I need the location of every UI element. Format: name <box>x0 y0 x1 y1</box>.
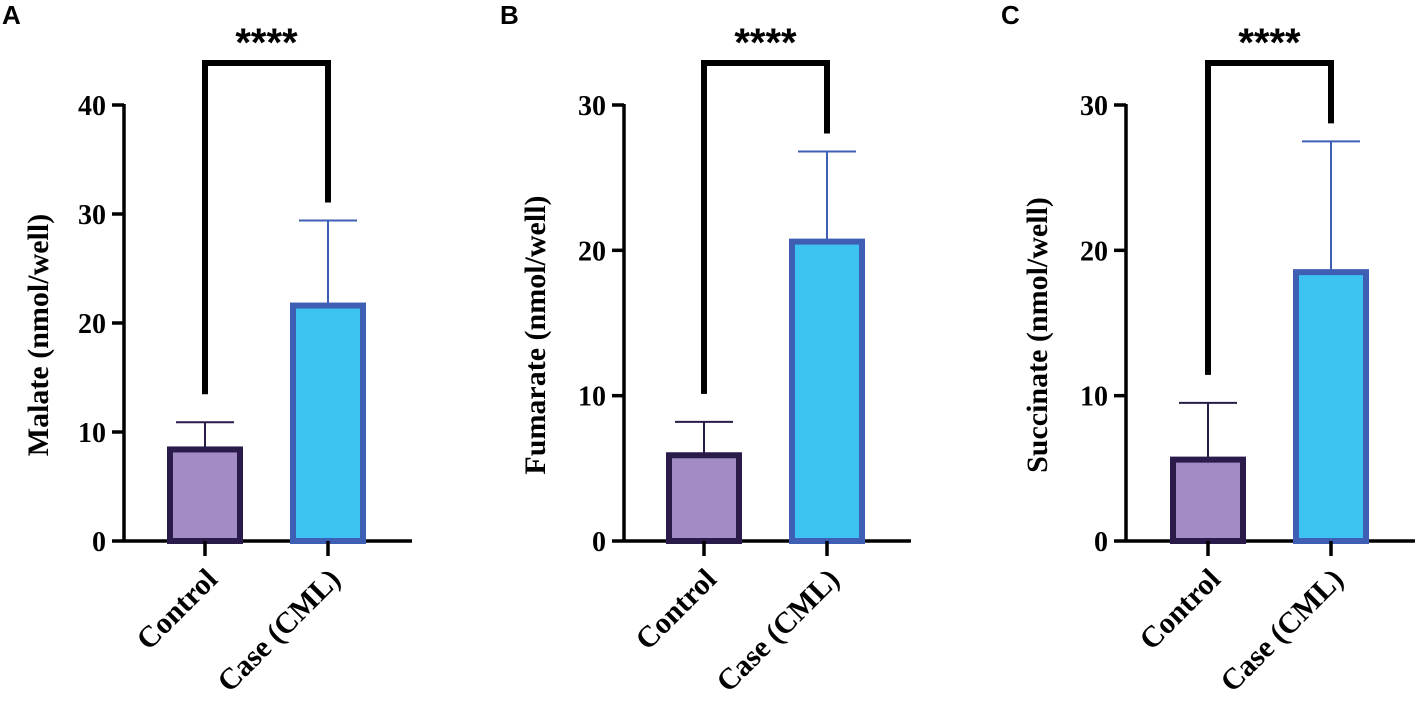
panel-letter: A <box>2 0 21 30</box>
significance-label: **** <box>235 21 298 65</box>
x-tick-label: Case (CML) <box>211 563 347 699</box>
chart-panel-A: A 0 10 20 30 40 Malate (nmol/well) ControlCase … <box>2 0 412 698</box>
y-tick-label: 10 <box>578 382 606 413</box>
y-tick-label: 0 <box>92 527 106 558</box>
significance-bracket <box>202 60 331 395</box>
y-tick-label: 10 <box>1080 382 1108 413</box>
y-tick-label: 20 <box>78 309 106 340</box>
panel-letter: B <box>500 0 519 30</box>
y-tick-label: 40 <box>78 91 106 122</box>
significance-label: **** <box>1238 21 1301 65</box>
y-tick-label: 20 <box>578 236 606 267</box>
panel-letter: C <box>1001 0 1020 30</box>
y-tick-label: 10 <box>78 418 106 449</box>
y-tick-label: 20 <box>1080 236 1108 267</box>
y-tick-label: 30 <box>78 200 106 231</box>
significance-bracket <box>1205 60 1334 375</box>
y-tick-label: 0 <box>1094 527 1108 558</box>
y-axis-label: Fumarate (nmol/well) <box>519 195 552 474</box>
y-axis-label: Malate (nmol/well) <box>22 214 55 456</box>
bar-control <box>1170 456 1246 545</box>
x-tick-label: Control <box>1133 563 1227 657</box>
y-tick-label: 30 <box>578 91 606 122</box>
x-tick-label: Case (CML) <box>710 563 846 699</box>
x-tick-label: Control <box>629 563 723 657</box>
bar-case <box>1293 269 1369 544</box>
significance-bracket <box>701 60 830 394</box>
x-tick-label: Case (CML) <box>1214 563 1350 699</box>
y-tick-label: 30 <box>1080 91 1108 122</box>
chart-panel-B: B 0 10 20 30 Fumarate (nmol/well) ControlCase … <box>500 0 911 698</box>
significance-label: **** <box>734 21 797 65</box>
bar-control <box>666 452 742 544</box>
bar-control <box>167 446 243 544</box>
x-tick-label: Control <box>130 563 224 657</box>
bar-case <box>789 238 865 544</box>
bar-case <box>290 302 366 544</box>
y-tick-label: 0 <box>592 527 606 558</box>
y-axis-label: Succinate (nmol/well) <box>1021 197 1054 473</box>
chart-panel-C: C 0 10 20 30 Succinate (nmol/well) ControlCase… <box>1001 0 1415 698</box>
